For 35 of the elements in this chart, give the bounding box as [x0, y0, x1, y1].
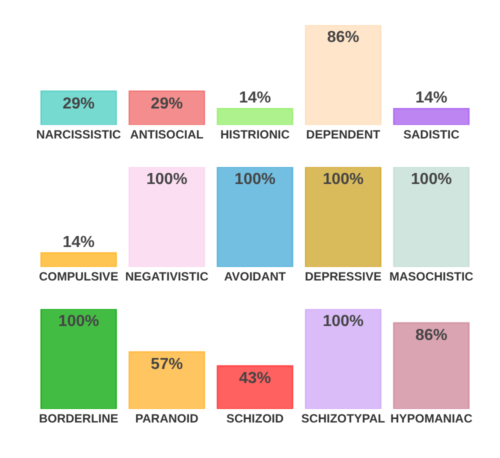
data-label: 57% [150, 356, 183, 373]
x-tick-label: HYPOMANIAC [390, 412, 473, 426]
data-label: 100% [322, 171, 364, 188]
bar [40, 309, 117, 409]
bar [393, 322, 470, 409]
data-label: 100% [410, 171, 452, 188]
data-label: 14% [415, 90, 448, 107]
x-tick-label: DEPENDENT [306, 128, 381, 142]
x-tick-label: ANTISOCIAL [130, 128, 204, 142]
x-tick-label: PARANOID [135, 412, 199, 426]
x-tick-label: BORDERLINE [38, 412, 118, 426]
data-label: 100% [146, 171, 188, 188]
data-label: 100% [234, 171, 276, 188]
x-tick-label: SADISTIC [403, 128, 460, 142]
data-label: 100% [58, 313, 100, 330]
x-tick-label: NEGATIVISTIC [125, 270, 209, 284]
x-tick-label: DEPRESSIVE [304, 270, 382, 284]
x-tick-label: SCHIZOID [226, 412, 284, 426]
data-label: 43% [238, 370, 272, 387]
data-label: 86% [327, 29, 360, 46]
x-tick-label: COMPULSIVE [38, 270, 118, 284]
bar [304, 309, 382, 409]
data-label: 86% [415, 327, 448, 344]
data-label: 29% [62, 95, 95, 112]
data-label: 29% [150, 95, 183, 112]
data-label: 14% [62, 234, 95, 251]
data-label: 100% [322, 313, 364, 330]
x-tick-label: SCHIZOTYPAL [301, 412, 386, 426]
x-tick-label: NARCISSISTIC [36, 128, 122, 142]
x-tick-label: AVOIDANT [224, 270, 287, 284]
data-label: 14% [238, 90, 272, 107]
x-tick-label: MASOCHISTIC [389, 270, 474, 284]
bar [216, 365, 294, 409]
x-tick-label: HISTRIONIC [220, 128, 290, 142]
bar [128, 351, 206, 409]
